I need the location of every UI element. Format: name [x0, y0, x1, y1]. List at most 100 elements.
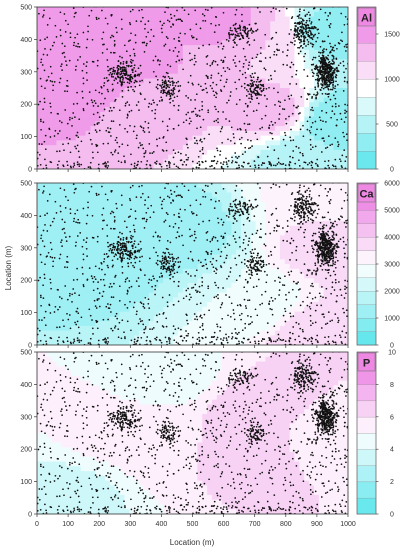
sample-point [156, 104, 159, 106]
sample-point [124, 74, 127, 77]
sample-point [211, 61, 214, 64]
heatmap-cell [46, 26, 52, 32]
heatmap-cell [90, 273, 96, 279]
heatmap-cell [90, 107, 96, 113]
sample-point [132, 130, 135, 133]
heatmap-cell [80, 197, 86, 203]
heatmap-cell [333, 35, 339, 41]
heatmap-cell [313, 111, 320, 117]
heatmap-cell [173, 97, 179, 103]
heatmap-cell [343, 68, 348, 75]
heatmap-cell [143, 21, 150, 27]
heatmap-cell [134, 35, 140, 41]
heatmap-cell [153, 83, 159, 89]
heatmap-cell [41, 311, 48, 317]
heatmap-cell [41, 244, 48, 251]
heatmap-cell [109, 206, 116, 212]
heatmap-cell [211, 126, 218, 132]
sample-point [299, 112, 301, 114]
heatmap-cell [41, 54, 48, 60]
heatmap-cell [85, 116, 91, 122]
heatmap-cell [304, 35, 310, 41]
heatmap-cell [37, 273, 43, 279]
sample-point [233, 38, 236, 41]
heatmap-cell [323, 30, 329, 36]
y-tick-label: 500 [20, 5, 32, 12]
sample-point [220, 165, 223, 168]
heatmap-cell [85, 7, 91, 13]
heatmap-cell [100, 116, 106, 122]
heatmap-cell [134, 145, 140, 151]
sample-point [327, 58, 330, 61]
heatmap-cell [192, 126, 198, 132]
sample-point [276, 163, 279, 165]
heatmap-cell [216, 30, 223, 36]
heatmap-cell [241, 154, 247, 160]
sample-point [164, 79, 167, 82]
heatmap-cell [192, 68, 198, 75]
sample-point [68, 118, 71, 121]
sample-point [117, 60, 120, 62]
heatmap-cell [265, 26, 271, 32]
sample-point [287, 95, 290, 98]
heatmap-cell [226, 135, 232, 141]
heatmap-cell [182, 88, 188, 94]
heatmap-cell [75, 302, 82, 308]
sample-point [299, 151, 302, 154]
sample-point [327, 93, 330, 95]
sample-point [314, 33, 317, 36]
heatmap-cell [61, 292, 67, 298]
heatmap-cell [294, 135, 300, 141]
sample-point [109, 127, 112, 130]
sample-point [182, 121, 185, 124]
sample-point [72, 166, 75, 168]
sample-point [107, 127, 109, 129]
sample-point [72, 103, 75, 105]
heatmap-cell [100, 330, 106, 336]
sample-point [191, 82, 194, 85]
heatmap-cell [236, 78, 242, 84]
heatmap-cell [95, 126, 101, 132]
heatmap-cell [148, 35, 154, 41]
heatmap-cell [80, 230, 86, 236]
heatmap-cell [197, 107, 203, 113]
sample-point [86, 61, 88, 63]
heatmap-cell [71, 321, 77, 327]
heatmap-cell [80, 40, 86, 46]
heatmap-cell [51, 68, 57, 75]
sample-point [267, 79, 270, 81]
heatmap-cell [41, 154, 48, 160]
heatmap-cell [143, 159, 150, 165]
sample-point [198, 160, 200, 163]
heatmap-cell [66, 102, 72, 108]
sample-point [121, 143, 124, 146]
sample-point [126, 101, 129, 103]
heatmap-cell [109, 197, 116, 203]
sample-point [254, 166, 257, 169]
heatmap-cell [231, 30, 237, 36]
sample-point [208, 133, 210, 136]
sample-point [98, 91, 101, 94]
sample-point [86, 102, 89, 105]
heatmap-cell [163, 149, 169, 156]
heatmap-cell [216, 64, 223, 70]
heatmap-cell [56, 278, 62, 284]
heatmap-cell [100, 202, 106, 208]
sample-point [76, 163, 79, 166]
heatmap-cell [105, 40, 111, 46]
heatmap-cell [153, 54, 159, 60]
sample-point [114, 100, 116, 102]
heatmap-cell [323, 149, 329, 156]
heatmap-cell [177, 97, 184, 103]
heatmap-cell [265, 45, 271, 51]
heatmap-cell [294, 78, 300, 84]
heatmap-cell [134, 68, 140, 75]
heatmap-cell [177, 121, 184, 127]
heatmap-cell [318, 135, 325, 141]
sample-point [264, 57, 267, 59]
sample-point [132, 88, 134, 91]
heatmap-cell [313, 97, 320, 103]
heatmap-cell [105, 287, 111, 293]
heatmap-cell [221, 111, 227, 117]
heatmap-cell [66, 325, 72, 332]
